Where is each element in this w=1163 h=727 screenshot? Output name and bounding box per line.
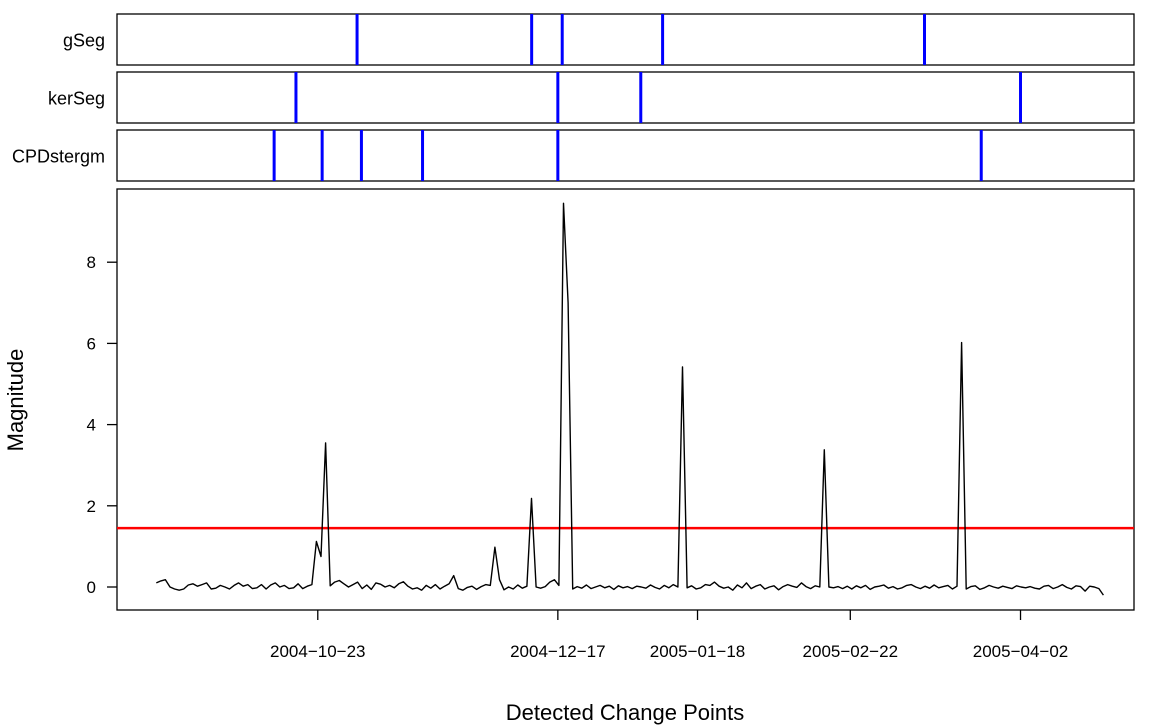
magnitude-series-line: [156, 202, 1104, 596]
y-tick-label: 6: [87, 334, 96, 353]
x-tick-label: 2005−04−02: [973, 642, 1069, 661]
rug-panel-kerseg: kerSeg: [48, 71, 1135, 124]
y-axis: 0 2 4 6 8: [87, 253, 117, 597]
x-axis-title: Detected Change Points: [506, 700, 745, 725]
rug-panel-frame: [116, 129, 1135, 182]
rug-panel-label: CPDstergm: [12, 147, 105, 167]
y-tick-label: 0: [87, 578, 96, 597]
x-tick-label: 2004−12−17: [510, 642, 606, 661]
y-tick-label: 2: [87, 497, 96, 516]
y-axis-title: Magnitude: [3, 349, 28, 452]
y-tick-label: 4: [87, 416, 96, 435]
x-tick-label: 2005−02−22: [803, 642, 899, 661]
x-tick-label: 2004−10−23: [270, 642, 366, 661]
rug-panel-gseg: gSeg: [63, 13, 1135, 66]
rug-panel-label: gSeg: [63, 31, 105, 51]
magnitude-panel: 0 2 4 6 8 2004−10−23 2004−12−17 2005−01−18 2005…: [87, 188, 1135, 661]
y-tick-label: 8: [87, 253, 96, 272]
rug-panel-frame: [116, 71, 1135, 124]
rug-panel-frame: [116, 13, 1135, 66]
x-axis: 2004−10−23 2004−12−17 2005−01−18 2005−02−22…: [270, 610, 1068, 661]
rug-panels: gSeg kerSeg CPDstergm: [12, 13, 1135, 182]
x-tick-label: 2005−01−18: [650, 642, 746, 661]
rug-panel-label: kerSeg: [48, 89, 105, 109]
plot-frame: [116, 188, 1135, 611]
rug-panel-cpdstergm: CPDstergm: [12, 129, 1135, 182]
